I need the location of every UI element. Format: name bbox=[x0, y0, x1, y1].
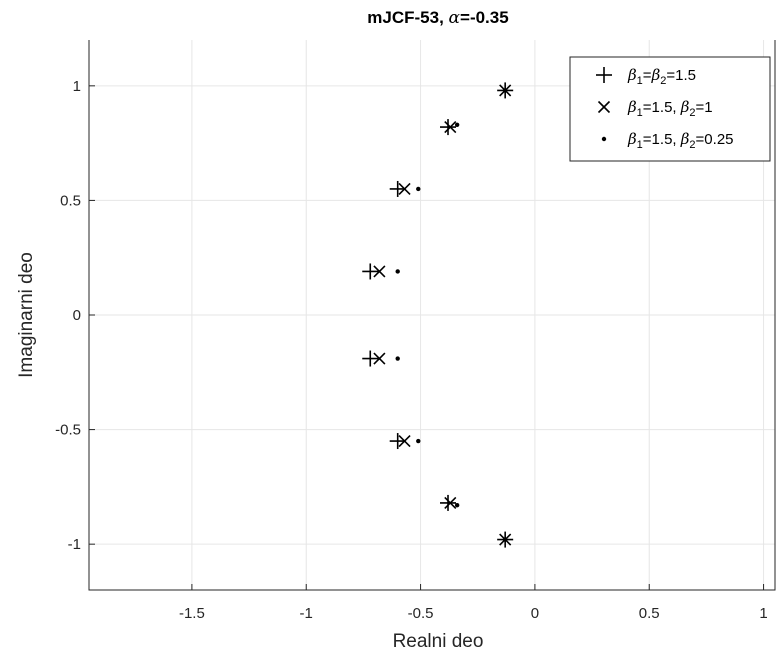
data-point bbox=[444, 121, 457, 134]
legend-beta: β bbox=[627, 130, 637, 148]
legend-beta: β bbox=[680, 98, 690, 116]
legend-label: β1=1.5, β2=1 bbox=[627, 98, 713, 119]
title-main: mJCF-53, bbox=[367, 8, 448, 27]
legend-beta: β bbox=[651, 66, 661, 84]
legend-entry-3: β1=1.5, β2=0.25 bbox=[601, 130, 734, 151]
data-point bbox=[398, 434, 411, 448]
x-tick-label: -1.5 bbox=[179, 605, 205, 622]
legend-label: β1=β2=1.5 bbox=[627, 66, 696, 87]
data-point bbox=[502, 537, 508, 542]
x-axis-ticks: -1.5 -1 -0.5 0 0.5 1 bbox=[179, 584, 768, 622]
data-point bbox=[398, 182, 411, 196]
legend-marker bbox=[601, 136, 607, 142]
legend-marker bbox=[597, 100, 611, 114]
data-point bbox=[389, 180, 406, 197]
dot bbox=[454, 503, 460, 508]
data-point bbox=[440, 119, 457, 136]
x-b bbox=[444, 121, 457, 134]
legend-text-part: =1 bbox=[696, 99, 713, 116]
dot bbox=[395, 356, 400, 361]
data-series bbox=[362, 82, 514, 548]
legend: β1=β2=1.5β1=1.5, β2=1β1=1.5, β2=0.25 bbox=[569, 56, 771, 162]
x-tick-label: 0 bbox=[531, 605, 539, 622]
legend-subscript: 2 bbox=[660, 75, 666, 87]
legend-text-part: = bbox=[643, 67, 652, 84]
x-b bbox=[373, 352, 386, 365]
y-tick-label: 1 bbox=[73, 78, 81, 95]
data-point bbox=[416, 186, 421, 192]
data-point bbox=[454, 122, 460, 127]
legend-text-part: =1.5, bbox=[643, 131, 681, 148]
data-point bbox=[395, 269, 400, 274]
y-axis-label: Imaginarni deo bbox=[16, 252, 37, 378]
x-tick-label: 0.5 bbox=[639, 605, 660, 622]
legend-text-part: =1.5, bbox=[643, 99, 681, 116]
legend-subscript: 2 bbox=[689, 107, 695, 119]
series-2 bbox=[373, 84, 512, 546]
legend-subscript: 2 bbox=[689, 139, 695, 151]
y-tick-label: 0.5 bbox=[60, 192, 81, 209]
legend-marker bbox=[596, 67, 612, 83]
legend-entry-1: β1=β2=1.5 bbox=[596, 66, 696, 87]
legend-entry-2: β1=1.5, β2=1 bbox=[597, 98, 713, 119]
y-tick-label: -1 bbox=[68, 536, 81, 553]
legend-subscript: 1 bbox=[637, 75, 643, 87]
dot bbox=[454, 122, 460, 127]
legend-beta: β bbox=[680, 130, 690, 148]
series-3 bbox=[395, 88, 508, 542]
dot bbox=[502, 537, 508, 542]
legend-text-part: =0.25 bbox=[696, 131, 734, 148]
data-point bbox=[502, 88, 508, 93]
title-alpha: α bbox=[449, 8, 461, 28]
x-b bbox=[444, 496, 457, 509]
dot bbox=[416, 438, 421, 444]
y-tick-label: -0.5 bbox=[55, 422, 81, 439]
data-point bbox=[454, 503, 460, 508]
data-point bbox=[389, 433, 406, 450]
data-point bbox=[362, 350, 379, 367]
chart-title: mJCF-53, α=-0.35 bbox=[367, 8, 508, 28]
legend-text-part: =1.5 bbox=[666, 67, 696, 84]
x-tick-label: -0.5 bbox=[408, 605, 434, 622]
data-point bbox=[362, 263, 379, 280]
data-point bbox=[395, 356, 400, 361]
data-point bbox=[440, 494, 457, 511]
legend-beta: β bbox=[627, 98, 637, 116]
x-b bbox=[398, 434, 411, 448]
x-axis-label: Realni deo bbox=[393, 631, 484, 652]
y-tick-label: 0 bbox=[73, 307, 81, 324]
legend-subscript: 1 bbox=[637, 139, 643, 151]
x-tick-label: -1 bbox=[300, 605, 313, 622]
legend-label: β1=1.5, β2=0.25 bbox=[627, 130, 734, 151]
x-tick-label: 1 bbox=[759, 605, 767, 622]
legend-subscript: 1 bbox=[637, 107, 643, 119]
data-point bbox=[373, 352, 386, 365]
dot bbox=[395, 269, 400, 274]
x-b bbox=[398, 182, 411, 196]
dot bbox=[416, 186, 421, 192]
data-point bbox=[444, 496, 457, 509]
x-b bbox=[597, 100, 611, 114]
data-point bbox=[373, 265, 386, 278]
title-suffix: =-0.35 bbox=[460, 8, 509, 27]
dot bbox=[601, 136, 607, 142]
y-axis-ticks: -1 -0.5 0 0.5 1 bbox=[55, 78, 95, 553]
legend-beta: β bbox=[627, 66, 637, 84]
data-point bbox=[416, 438, 421, 444]
dot bbox=[502, 88, 508, 93]
x-b bbox=[373, 265, 386, 278]
